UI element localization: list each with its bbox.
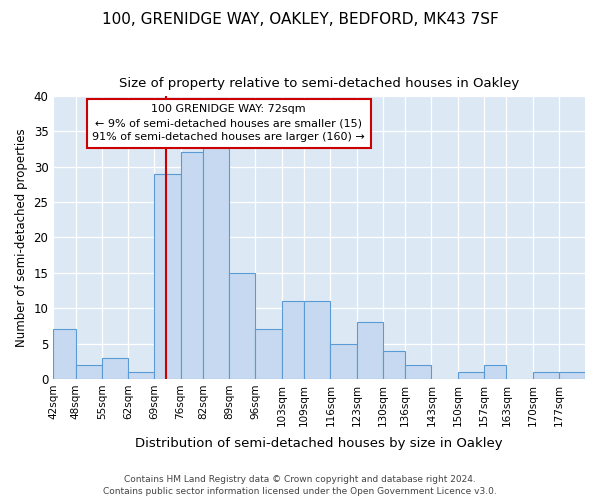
Bar (102, 358, 128, 379)
Y-axis label: Number of semi-detached properties: Number of semi-detached properties (15, 128, 28, 346)
Bar (458, 372, 484, 379)
Title: Size of property relative to semi-detached houses in Oakley: Size of property relative to semi-detach… (119, 78, 519, 90)
Text: 100, GRENIDGE WAY, OAKLEY, BEDFORD, MK43 7SF: 100, GRENIDGE WAY, OAKLEY, BEDFORD, MK43… (101, 12, 499, 28)
Bar (53, 330, 76, 379)
Bar (405, 364, 431, 379)
Bar (383, 350, 405, 379)
Bar (282, 301, 304, 379)
Bar (559, 372, 585, 379)
Bar (331, 344, 356, 379)
Bar (304, 301, 331, 379)
Bar (203, 146, 229, 379)
Bar (256, 330, 282, 379)
Bar (128, 372, 154, 379)
Bar (533, 372, 559, 379)
Bar (181, 152, 203, 379)
Bar (154, 174, 181, 379)
Bar (356, 322, 383, 379)
Text: 100 GRENIDGE WAY: 72sqm
← 9% of semi-detached houses are smaller (15)
91% of sem: 100 GRENIDGE WAY: 72sqm ← 9% of semi-det… (92, 104, 365, 142)
Bar (229, 273, 256, 379)
Bar (484, 364, 506, 379)
Text: Contains HM Land Registry data © Crown copyright and database right 2024.
Contai: Contains HM Land Registry data © Crown c… (103, 474, 497, 496)
Bar (76, 364, 102, 379)
X-axis label: Distribution of semi-detached houses by size in Oakley: Distribution of semi-detached houses by … (136, 437, 503, 450)
